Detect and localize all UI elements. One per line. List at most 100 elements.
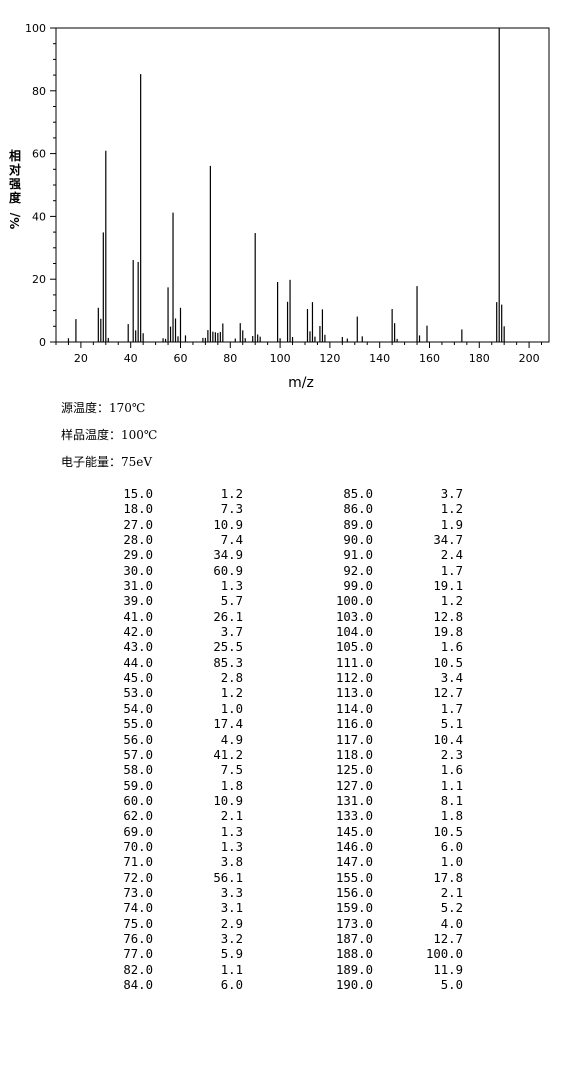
intensity-value: 5.9 — [220, 947, 243, 962]
mz-value: 39.0 — [123, 594, 153, 609]
sample-temperature: 样品温度：100℃ — [61, 428, 158, 442]
table-row: 31.0 1.3 — [103, 579, 243, 594]
table-row: 117.0 10.4 — [323, 733, 463, 748]
mz-value: 72.0 — [123, 870, 153, 885]
table-row: 44.0 85.3 — [103, 656, 243, 671]
table-row: 103.0 12.8 — [323, 610, 463, 625]
intensity-value: 56.1 — [213, 870, 243, 885]
table-row: 173.0 4.0 — [323, 917, 463, 932]
mz-value: 70.0 — [123, 839, 153, 854]
mz-value: 55.0 — [123, 717, 153, 732]
plot-frame — [55, 27, 550, 343]
table-row: 58.0 7.5 — [103, 763, 243, 778]
peak-table-left: 15.0 1.2 18.0 7.3 27.0 10.9 28.0 7.4 29.0 34.9 30.… — [103, 487, 243, 993]
x-axis: 20 40 60 80 100 120 140 160 180 200 — [55, 342, 543, 365]
mz-value: 189.0 — [335, 962, 373, 977]
table-row: 145.0 10.5 — [323, 825, 463, 840]
intensity-value: 1.8 — [220, 778, 243, 793]
mz-value: 82.0 — [123, 962, 153, 977]
table-row: 146.0 6.0 — [323, 840, 463, 855]
mz-value: 159.0 — [335, 901, 373, 916]
table-row: 73.0 3.3 — [103, 886, 243, 901]
y-tick-label: 60 — [32, 148, 46, 161]
intensity-value: 10.4 — [433, 732, 463, 747]
x-tick-label: 120 — [319, 352, 340, 365]
mz-value: 90.0 — [343, 533, 373, 548]
table-row: 147.0 1.0 — [323, 855, 463, 870]
mz-value: 100.0 — [335, 594, 373, 609]
intensity-value: 34.7 — [433, 533, 463, 548]
mz-value: 116.0 — [335, 717, 373, 732]
mz-value: 43.0 — [123, 640, 153, 655]
table-row: 190.0 5.0 — [323, 978, 463, 993]
table-row: 43.0 25.5 — [103, 640, 243, 655]
table-row: 59.0 1.8 — [103, 779, 243, 794]
mz-value: 18.0 — [123, 502, 153, 517]
intensity-value: 3.2 — [220, 931, 243, 946]
mz-value: 99.0 — [343, 579, 373, 594]
acquisition-conditions: 源温度：170℃ 样品温度：100℃ 电子能量：75eV — [61, 400, 157, 481]
mass-spectrum-chart: 20 40 60 80 100 120 140 160 180 200 020406080100 … — [8, 22, 550, 391]
intensity-value: 1.8 — [440, 809, 463, 824]
mz-value: 57.0 — [123, 747, 153, 762]
mz-value: 77.0 — [123, 947, 153, 962]
mz-value: 58.0 — [123, 763, 153, 778]
table-row: 105.0 1.6 — [323, 640, 463, 655]
mz-value: 190.0 — [335, 978, 373, 992]
table-row: 84.0 6.0 — [103, 978, 243, 993]
electron-energy: 电子能量：75eV — [61, 455, 153, 469]
intensity-value: 17.4 — [213, 717, 243, 732]
table-row: 116.0 5.1 — [323, 717, 463, 732]
y-axis: 0 20 40 60 80 100 — [25, 22, 56, 349]
mz-value: 71.0 — [123, 855, 153, 870]
intensity-value: 1.7 — [440, 563, 463, 578]
mz-value: 133.0 — [335, 809, 373, 824]
table-row: 27.0 10.9 — [103, 518, 243, 533]
mz-value: 56.0 — [123, 732, 153, 747]
mz-value: 62.0 — [123, 809, 153, 824]
mz-value: 104.0 — [335, 625, 373, 640]
intensity-value: 7.4 — [220, 533, 243, 548]
table-row: 18.0 7.3 — [103, 502, 243, 517]
intensity-value: 3.1 — [220, 901, 243, 916]
intensity-value: 10.9 — [213, 517, 243, 532]
table-row: 75.0 2.9 — [103, 917, 243, 932]
intensity-value: 5.2 — [440, 901, 463, 916]
table-row: 82.0 1.1 — [103, 963, 243, 978]
x-tick-label: 20 — [74, 352, 88, 365]
table-row: 77.0 5.9 — [103, 947, 243, 962]
mz-value: 155.0 — [335, 870, 373, 885]
intensity-value: 3.7 — [220, 625, 243, 640]
mz-value: 111.0 — [335, 655, 373, 670]
intensity-value: 11.9 — [433, 962, 463, 977]
mz-value: 146.0 — [335, 839, 373, 854]
intensity-value: 5.7 — [220, 594, 243, 609]
mz-value: 125.0 — [335, 763, 373, 778]
y-tick-label: 80 — [32, 85, 46, 98]
table-row: 104.0 19.8 — [323, 625, 463, 640]
y-label-char: 对 — [9, 162, 21, 177]
intensity-value: 1.1 — [220, 962, 243, 977]
x-tick-label: 180 — [469, 352, 490, 365]
intensity-value: 12.7 — [433, 931, 463, 946]
table-row: 71.0 3.8 — [103, 855, 243, 870]
intensity-value: 10.5 — [433, 655, 463, 670]
y-tick-label: 0 — [39, 336, 46, 349]
intensity-value: 19.1 — [433, 579, 463, 594]
intensity-value: 2.9 — [220, 916, 243, 931]
table-row: 113.0 12.7 — [323, 686, 463, 701]
mz-value: 29.0 — [123, 548, 153, 563]
intensity-value: 34.9 — [213, 548, 243, 563]
intensity-value: 1.2 — [220, 686, 243, 701]
mz-value: 75.0 — [123, 916, 153, 931]
x-tick-label: 140 — [369, 352, 390, 365]
mz-value: 173.0 — [335, 916, 373, 931]
y-tick-label: 20 — [32, 273, 46, 286]
table-row: 76.0 3.2 — [103, 932, 243, 947]
intensity-value: 10.5 — [433, 824, 463, 839]
y-label-char: 相 — [9, 148, 21, 163]
mz-value: 112.0 — [335, 671, 373, 686]
mz-value: 92.0 — [343, 563, 373, 578]
intensity-value: 1.0 — [220, 701, 243, 716]
